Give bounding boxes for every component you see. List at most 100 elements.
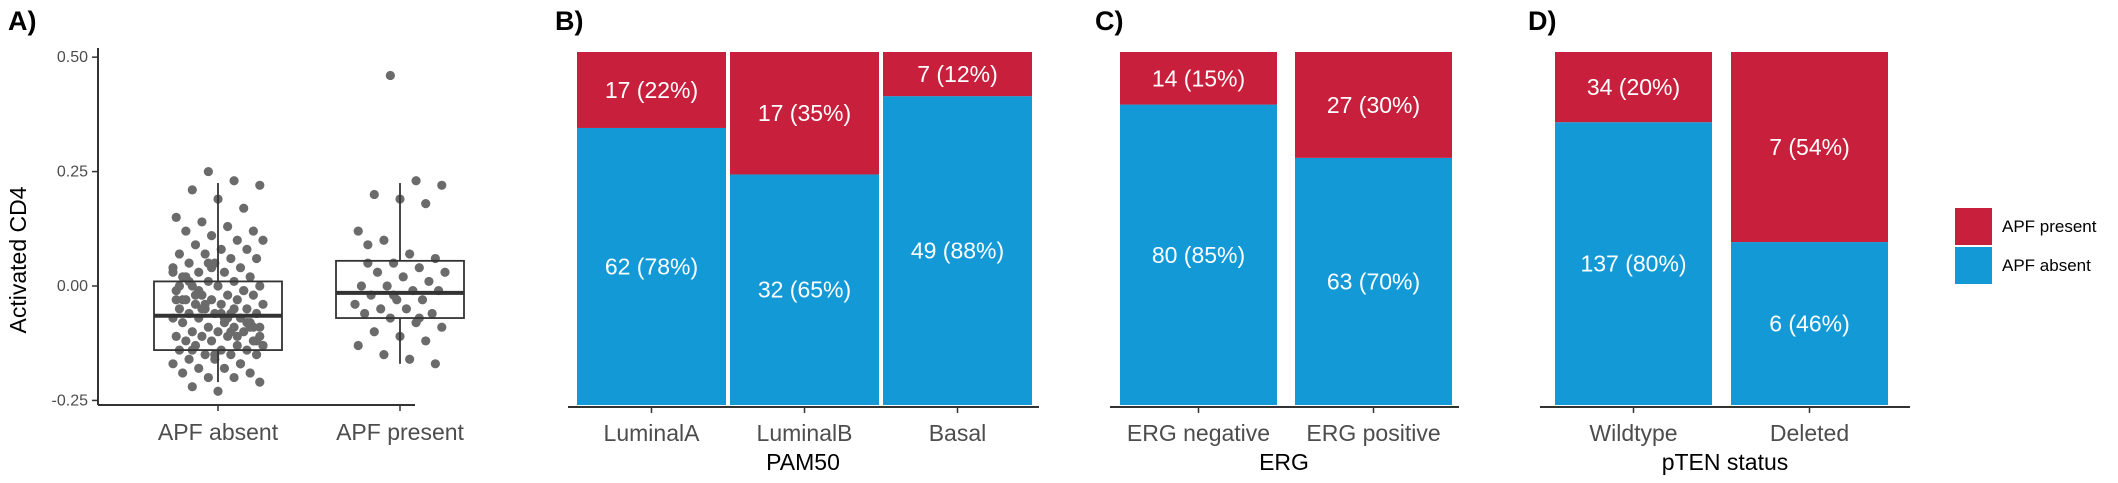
- data-point: [174, 249, 185, 259]
- x-tick-label-erg-positive: ERG positive: [1306, 420, 1440, 446]
- data-point: [178, 318, 188, 328]
- data-point: [376, 304, 386, 314]
- data-point: [369, 189, 379, 200]
- data-point: [223, 290, 233, 300]
- bar-label-apf-absent: 6 (46%): [1769, 311, 1850, 337]
- bar-label-apf-present: 17 (22%): [605, 77, 698, 103]
- panel-c-x-ticks: ERG negative ERG positive: [1127, 407, 1441, 446]
- data-point: [388, 258, 399, 268]
- bar-apf-present-erg-positive: [1295, 52, 1452, 158]
- data-point: [213, 386, 223, 396]
- data-point: [203, 166, 213, 177]
- data-point: [194, 267, 204, 277]
- bar-apf-present-deleted: [1731, 52, 1888, 243]
- legend: APF present APF absent: [1955, 208, 2097, 284]
- x-tick-label-basal: Basal: [929, 420, 987, 446]
- data-point: [184, 354, 194, 364]
- data-point: [200, 249, 210, 259]
- data-point: [245, 272, 255, 282]
- data-point: [242, 304, 252, 314]
- data-point: [213, 281, 223, 291]
- legend-label-apf-absent: APF absent: [2002, 256, 2091, 275]
- data-point: [248, 226, 258, 236]
- panel-a-points: [168, 70, 450, 396]
- data-point: [398, 272, 408, 282]
- data-point: [414, 263, 424, 273]
- x-tick-label-apf-present: APF present: [336, 419, 464, 445]
- data-point: [229, 176, 239, 186]
- data-point: [411, 176, 421, 186]
- data-point: [401, 304, 412, 314]
- data-point: [235, 359, 246, 369]
- data-point: [258, 340, 268, 351]
- data-point: [424, 276, 434, 287]
- bar-apf-absent-erg-negative: [1120, 104, 1277, 406]
- data-point: [385, 70, 395, 81]
- bar-label-apf-absent: 137 (80%): [1580, 251, 1686, 277]
- bar-apf-present-luminala: [577, 52, 726, 128]
- data-point: [232, 235, 242, 245]
- data-point: [178, 368, 188, 378]
- data-point: [226, 350, 236, 360]
- panel-c-bars: 14 (15%) 80 (85%) 27 (30%) 63 (70%): [1120, 52, 1452, 406]
- data-point: [258, 235, 268, 245]
- bar-apf-present-luminalb: [730, 52, 879, 175]
- panel-a-y-ticks: -0.25 0.00 0.25 0.50: [52, 49, 98, 409]
- x-tick-label-erg-negative: ERG negative: [1127, 420, 1270, 446]
- data-point: [232, 340, 242, 351]
- data-point: [239, 327, 249, 337]
- data-point: [197, 331, 207, 341]
- box-iqr: [335, 259, 465, 319]
- bar-label-apf-present: 27 (30%): [1327, 92, 1420, 118]
- data-point: [168, 267, 178, 277]
- bar-label-apf-present: 14 (15%): [1152, 65, 1245, 91]
- y-tick-label: 0.00: [57, 278, 88, 295]
- data-point: [187, 185, 197, 195]
- bar-apf-absent-wildtype: [1555, 122, 1712, 405]
- data-point: [174, 281, 185, 291]
- data-point: [194, 285, 204, 296]
- panel-b-bars: 17 (22%) 62 (78%) 17 (35%) 32 (65%) 7 (12%) 4…: [577, 52, 1032, 405]
- data-point: [350, 299, 360, 309]
- panel-a-boxplots: [153, 183, 465, 383]
- data-point: [187, 382, 197, 392]
- data-point: [417, 295, 428, 305]
- data-point: [239, 285, 249, 296]
- data-point: [239, 203, 249, 213]
- data-point: [200, 299, 210, 309]
- bar-label-apf-present: 17 (35%): [758, 100, 851, 126]
- data-point: [251, 253, 262, 264]
- data-point: [219, 363, 230, 373]
- data-point: [353, 226, 363, 236]
- data-point: [437, 322, 447, 332]
- data-point: [369, 327, 379, 337]
- data-point: [216, 299, 226, 309]
- data-point: [197, 217, 207, 227]
- data-point: [430, 253, 440, 264]
- data-point: [213, 327, 223, 337]
- legend-swatch-apf-absent: [1955, 247, 1992, 284]
- panel-b: B) 17 (22%) 62 (78%) 17 (35%) 32 (65%) 7 (12…: [555, 6, 1039, 475]
- bar-apf-absent-basal: [883, 96, 1032, 405]
- panel-a-y-axis-title: Activated CD4: [5, 186, 31, 333]
- data-point: [437, 180, 447, 190]
- data-point: [226, 253, 236, 264]
- bar-apf-absent-luminalb: [730, 174, 879, 405]
- data-point: [251, 350, 262, 360]
- data-point: [190, 299, 201, 309]
- bar-label-apf-absent: 80 (85%): [1152, 242, 1245, 268]
- data-point: [190, 240, 201, 250]
- data-point: [206, 231, 217, 241]
- y-tick-label: -0.25: [52, 392, 89, 409]
- data-point: [242, 244, 252, 254]
- bar-label-apf-present: 7 (12%): [917, 61, 998, 87]
- x-tick-label-luminala: LuminalA: [604, 420, 701, 446]
- data-point: [206, 336, 217, 346]
- panel-c-label: C): [1095, 6, 1124, 36]
- data-point: [255, 281, 265, 291]
- panel-b-x-ticks: LuminalA LuminalB Basal: [604, 407, 987, 446]
- panel-d-bars: 34 (20%) 137 (80%) 7 (54%) 6 (46%): [1555, 52, 1888, 405]
- bar-apf-absent-deleted: [1731, 242, 1888, 405]
- x-tick-label-deleted: Deleted: [1770, 420, 1849, 446]
